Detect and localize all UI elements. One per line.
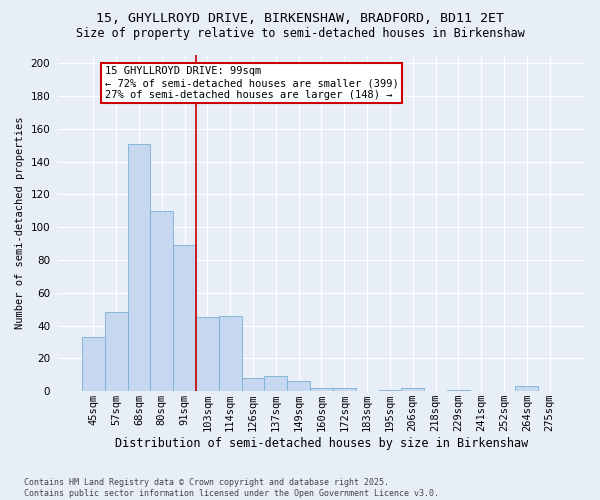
Bar	[310, 388, 333, 391]
Bar	[242, 378, 265, 391]
Bar	[151, 211, 173, 391]
Bar	[287, 382, 310, 391]
Bar	[82, 337, 105, 391]
Text: Size of property relative to semi-detached houses in Birkenshaw: Size of property relative to semi-detach…	[76, 28, 524, 40]
Bar	[219, 316, 242, 391]
Bar	[265, 376, 287, 391]
Bar	[515, 386, 538, 391]
X-axis label: Distribution of semi-detached houses by size in Birkenshaw: Distribution of semi-detached houses by …	[115, 437, 528, 450]
Bar	[105, 312, 128, 391]
Text: Contains HM Land Registry data © Crown copyright and database right 2025.
Contai: Contains HM Land Registry data © Crown c…	[24, 478, 439, 498]
Bar	[173, 245, 196, 391]
Bar	[128, 144, 151, 391]
Text: 15, GHYLLROYD DRIVE, BIRKENSHAW, BRADFORD, BD11 2ET: 15, GHYLLROYD DRIVE, BIRKENSHAW, BRADFOR…	[96, 12, 504, 26]
Bar	[333, 388, 356, 391]
Bar	[379, 390, 401, 391]
Y-axis label: Number of semi-detached properties: Number of semi-detached properties	[15, 117, 25, 330]
Bar	[401, 388, 424, 391]
Bar	[196, 318, 219, 391]
Bar	[447, 390, 470, 391]
Text: 15 GHYLLROYD DRIVE: 99sqm
← 72% of semi-detached houses are smaller (399)
27% of: 15 GHYLLROYD DRIVE: 99sqm ← 72% of semi-…	[105, 66, 398, 100]
